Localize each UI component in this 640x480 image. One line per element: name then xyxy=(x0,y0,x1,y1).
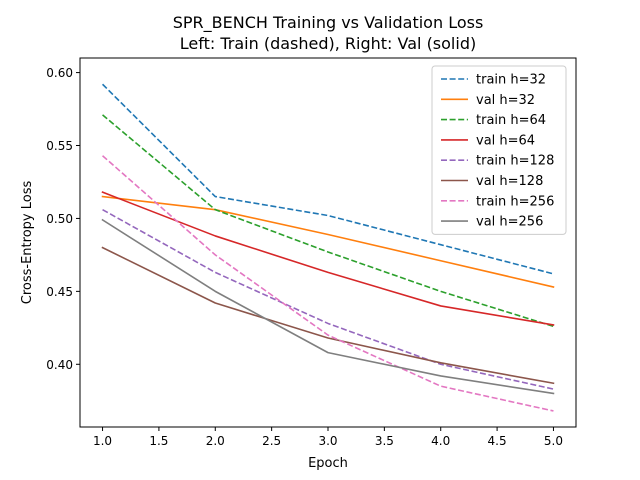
legend-label: train h=256 xyxy=(476,194,554,209)
x-tick-label: 1.5 xyxy=(149,434,168,448)
x-tick-label: 4.0 xyxy=(431,434,450,448)
x-axis: 1.0 1.5 2.0 2.5 3.0 3.5 4.0 4.5 5.0 xyxy=(93,427,563,448)
series-line-train-h-32 xyxy=(101,83,554,275)
legend-label: train h=32 xyxy=(476,73,546,88)
legend-box xyxy=(431,65,567,235)
x-tick-label: 2.5 xyxy=(262,434,281,448)
x-tick-label: 2.0 xyxy=(206,434,225,448)
series-line-val-h-32 xyxy=(101,195,555,288)
series-line-train-h-256 xyxy=(102,155,554,412)
x-tick-label: 5.0 xyxy=(544,434,563,448)
y-axis-label: Cross-Entropy Loss xyxy=(20,181,35,305)
series-line-train-h-128 xyxy=(102,208,554,390)
y-axis: 0.40 0.45 0.50 0.55 0.60 xyxy=(46,66,80,372)
series-line-val-h-256 xyxy=(101,218,555,395)
chart-subtitle: Left: Train (dashed), Right: Val (solid) xyxy=(180,34,476,53)
legend-label: val h=128 xyxy=(476,174,543,189)
y-tick-label: 0.40 xyxy=(46,358,73,372)
series-layer xyxy=(101,83,555,412)
y-tick-label: 0.50 xyxy=(46,212,73,226)
legend: train h=32 val h=32 train h=64 val h=64 trai… xyxy=(431,65,567,235)
legend-label: train h=64 xyxy=(476,113,546,128)
x-tick-label: 4.5 xyxy=(488,434,507,448)
x-tick-label: 3.0 xyxy=(318,434,337,448)
series-line-val-h-128 xyxy=(101,246,555,385)
legend-label: val h=32 xyxy=(476,93,535,108)
x-axis-label: Epoch xyxy=(308,456,348,471)
x-tick-label: 3.5 xyxy=(375,434,394,448)
y-tick-label: 0.45 xyxy=(46,285,73,299)
y-tick-label: 0.60 xyxy=(46,66,73,80)
legend-label: train h=128 xyxy=(476,154,554,169)
series-line-train-h-64 xyxy=(102,114,554,328)
legend-label: val h=256 xyxy=(476,215,543,230)
legend-label: val h=64 xyxy=(476,133,535,148)
y-tick-label: 0.55 xyxy=(46,139,73,153)
x-tick-label: 1.0 xyxy=(93,434,112,448)
chart-title: SPR_BENCH Training vs Validation Loss xyxy=(173,13,484,33)
